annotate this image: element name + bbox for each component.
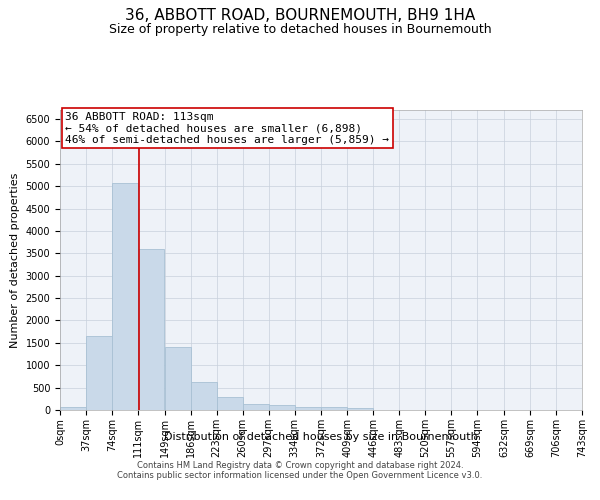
Bar: [269, 406, 295, 410]
Text: 36, ABBOTT ROAD, BOURNEMOUTH, BH9 1HA: 36, ABBOTT ROAD, BOURNEMOUTH, BH9 1HA: [125, 8, 475, 22]
Text: Distribution of detached houses by size in Bournemouth: Distribution of detached houses by size …: [164, 432, 478, 442]
Bar: [86, 336, 112, 410]
Y-axis label: Number of detached properties: Number of detached properties: [10, 172, 20, 348]
Bar: [60, 407, 86, 410]
Bar: [164, 347, 191, 410]
Bar: [322, 407, 347, 410]
Bar: [242, 404, 269, 410]
Bar: [138, 250, 164, 410]
Text: 36 ABBOTT ROAD: 113sqm
← 54% of detached houses are smaller (6,898)
46% of semi-: 36 ABBOTT ROAD: 113sqm ← 54% of detached…: [65, 112, 389, 144]
Bar: [191, 382, 217, 410]
Bar: [217, 397, 242, 410]
Bar: [295, 407, 320, 410]
Bar: [347, 408, 373, 410]
Text: Contains HM Land Registry data © Crown copyright and database right 2024.
Contai: Contains HM Land Registry data © Crown c…: [118, 460, 482, 480]
Bar: [112, 184, 138, 410]
Text: Size of property relative to detached houses in Bournemouth: Size of property relative to detached ho…: [109, 22, 491, 36]
